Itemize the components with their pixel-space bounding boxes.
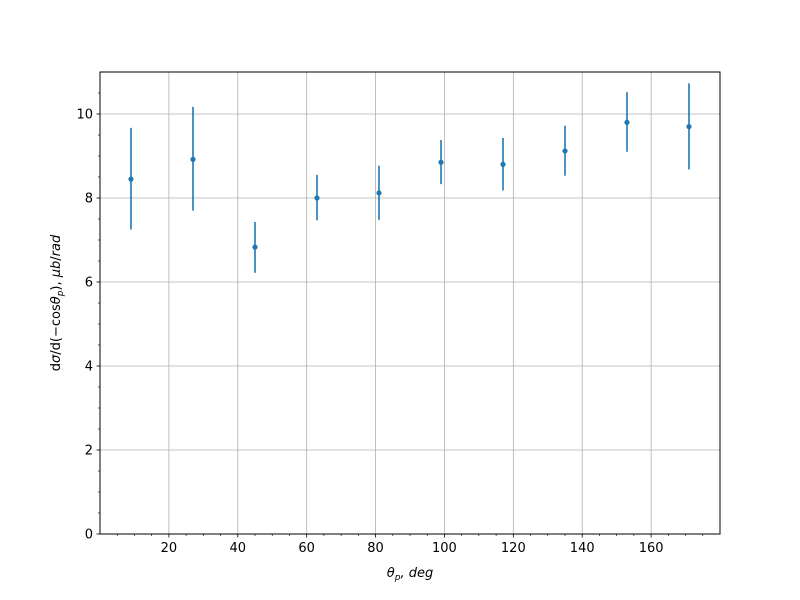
data-point — [128, 176, 134, 182]
data-point — [438, 159, 444, 165]
y-tick-label: 10 — [76, 108, 93, 123]
data-point — [314, 195, 320, 201]
data-points — [128, 119, 692, 250]
y-tick-label: 2 — [85, 444, 93, 459]
y-tick-label: 6 — [85, 276, 93, 291]
data-point — [624, 119, 630, 125]
x-tick-label: 80 — [367, 541, 384, 556]
data-point — [252, 244, 258, 250]
grid — [100, 72, 720, 535]
y-axis-ticks: 0 2 4 6 8 10 — [76, 92, 100, 543]
x-tick-label: 60 — [298, 541, 315, 556]
y-tick-label: 4 — [85, 360, 93, 375]
x-tick-label: 100 — [432, 541, 457, 556]
x-axis-ticks: 20 40 60 80 100 120 140 160 — [116, 534, 704, 556]
x-tick-label: 40 — [230, 541, 247, 556]
data-point — [376, 190, 382, 196]
x-axis-label: θp, deg — [387, 566, 433, 583]
x-tick-label: 160 — [639, 541, 664, 556]
data-point — [686, 124, 692, 130]
x-tick-label: 140 — [570, 541, 595, 556]
x-tick-label: 20 — [161, 541, 178, 556]
x-tick-label: 120 — [501, 541, 526, 556]
data-point — [500, 161, 506, 167]
data-point — [190, 156, 196, 162]
y-tick-label: 8 — [85, 192, 93, 207]
y-axis-label: dσ/d(−cosθp), μb/rad — [49, 234, 66, 371]
y-tick-label: 0 — [85, 528, 93, 543]
data-point — [562, 148, 568, 154]
